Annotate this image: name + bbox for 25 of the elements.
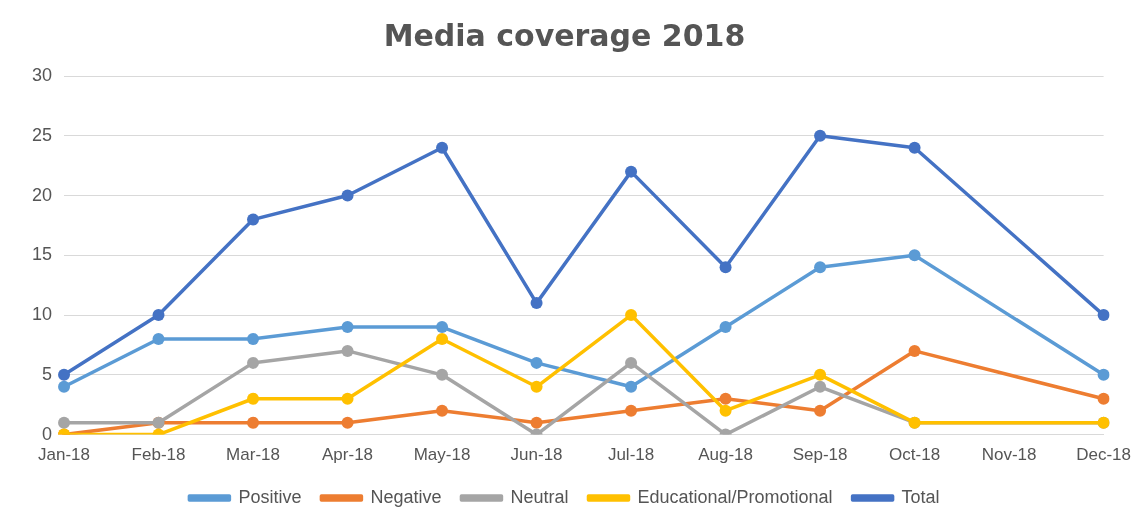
- legend-label: Educational/Promotional: [637, 486, 833, 507]
- x-tick-label: Apr-18: [322, 445, 374, 465]
- y-tick-label: 30: [31, 64, 53, 85]
- chart-title: Media coverage 2018: [383, 17, 746, 53]
- legend-label: Positive: [238, 486, 302, 507]
- x-tick-label: Dec-18: [1076, 445, 1132, 465]
- x-tick-label: May-18: [413, 445, 471, 465]
- x-tick-label: Sep-18: [792, 445, 848, 465]
- x-tick-label: Oct-18: [889, 445, 941, 465]
- y-tick-label: 10: [31, 304, 53, 325]
- y-tick-label: 0: [42, 423, 53, 444]
- x-tick-label: Feb-18: [131, 445, 186, 465]
- legend-label: Negative: [370, 486, 442, 507]
- y-tick-label: 20: [31, 184, 53, 205]
- legend-label: Total: [901, 486, 940, 507]
- y-tick-label: 25: [31, 124, 53, 145]
- x-tick-label: Jun-18: [510, 445, 563, 465]
- legend-label: Neutral: [510, 486, 569, 507]
- y-tick-label: 15: [31, 244, 53, 265]
- x-tick-label: Jul-18: [607, 445, 655, 465]
- x-tick-label: Jan-18: [38, 445, 91, 465]
- x-tick-label: Nov-18: [981, 445, 1037, 465]
- x-tick-label: Aug-18: [698, 445, 753, 465]
- x-tick-label: Mar-18: [226, 445, 280, 465]
- y-tick-label: 5: [42, 363, 53, 384]
